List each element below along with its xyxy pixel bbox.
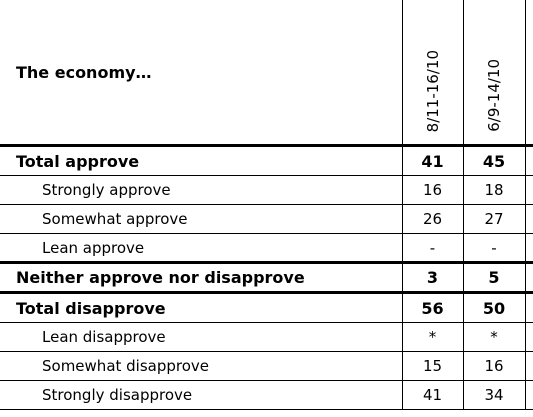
cell: 50 xyxy=(462,292,525,323)
cell: 41 xyxy=(401,380,463,410)
cell: 34 xyxy=(462,380,525,410)
row: Lean approve - - xyxy=(0,233,533,264)
table-title: The economy… xyxy=(0,0,402,147)
cell: 18 xyxy=(462,175,525,205)
row-label: Somewhat approve xyxy=(0,204,402,234)
row: Somewhat disapprove 15 16 xyxy=(0,351,533,381)
cell: 45 xyxy=(462,145,525,176)
row: Total approve 41 45 xyxy=(0,145,533,176)
row-label: Strongly approve xyxy=(0,175,402,205)
row: Neither approve nor disapprove 3 5 xyxy=(0,262,533,294)
row: Strongly disapprove 41 34 xyxy=(0,380,533,410)
row-label: Neither approve nor disapprove xyxy=(0,262,402,294)
row-label: Strongly disapprove xyxy=(0,380,402,410)
row: Somewhat approve 26 27 xyxy=(0,204,533,234)
header-row: The economy… 8/11-16/10 6/9-14/10 xyxy=(0,0,533,147)
row: Total disapprove 56 50 xyxy=(0,292,533,323)
cell: 15 xyxy=(401,351,463,381)
cell: 41 xyxy=(401,145,463,176)
row: Lean disapprove * * xyxy=(0,322,533,352)
cell: 56 xyxy=(401,292,463,323)
row: Strongly approve 16 18 xyxy=(0,175,533,205)
cell: 3 xyxy=(401,262,463,294)
column-header: 8/11-16/10 xyxy=(423,49,442,132)
cell: 16 xyxy=(462,351,525,381)
row-label: Total approve xyxy=(0,145,402,176)
cell: - xyxy=(462,233,525,264)
cell: 27 xyxy=(462,204,525,234)
row-label: Lean disapprove xyxy=(0,322,402,352)
column-header: 6/9-14/10 xyxy=(485,59,503,132)
cell: - xyxy=(401,233,463,264)
cell: 16 xyxy=(401,175,463,205)
cell: * xyxy=(401,322,463,352)
cell: 26 xyxy=(401,204,463,234)
cell: 5 xyxy=(462,262,525,294)
row-label: Somewhat disapprove xyxy=(0,351,402,381)
cell: * xyxy=(462,322,525,352)
row-label: Total disapprove xyxy=(0,292,402,323)
row-label: Lean approve xyxy=(0,233,402,264)
